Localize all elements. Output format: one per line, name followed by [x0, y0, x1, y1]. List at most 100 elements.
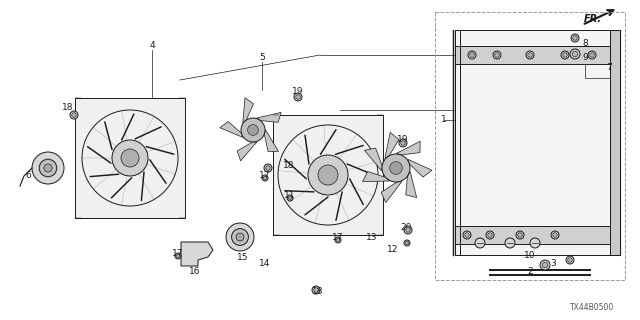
Circle shape: [505, 238, 515, 248]
Text: 9: 9: [582, 53, 588, 62]
Polygon shape: [381, 181, 402, 203]
Text: 18: 18: [284, 161, 295, 170]
Text: 1: 1: [441, 116, 447, 124]
Text: 18: 18: [312, 286, 324, 295]
Text: 14: 14: [259, 259, 271, 268]
Text: 18: 18: [62, 103, 74, 113]
Circle shape: [39, 159, 57, 177]
Circle shape: [570, 49, 580, 59]
Circle shape: [312, 286, 320, 294]
Text: 15: 15: [237, 253, 249, 262]
Text: 17: 17: [259, 171, 271, 180]
Polygon shape: [610, 30, 620, 255]
Circle shape: [470, 53, 474, 57]
Text: 8: 8: [582, 38, 588, 47]
Circle shape: [382, 154, 410, 182]
Circle shape: [296, 95, 300, 99]
Circle shape: [70, 111, 78, 119]
Circle shape: [486, 231, 494, 239]
Circle shape: [248, 124, 259, 135]
Circle shape: [405, 241, 409, 245]
Circle shape: [175, 253, 181, 259]
Text: 16: 16: [189, 268, 201, 276]
Polygon shape: [273, 115, 383, 235]
Polygon shape: [75, 98, 185, 218]
Text: 19: 19: [397, 135, 409, 145]
Circle shape: [572, 51, 578, 57]
Circle shape: [406, 228, 410, 232]
Circle shape: [588, 51, 596, 59]
Text: 2: 2: [527, 268, 533, 276]
Circle shape: [516, 231, 524, 239]
Polygon shape: [237, 142, 257, 161]
Circle shape: [32, 152, 64, 184]
Polygon shape: [385, 132, 399, 158]
Text: 4: 4: [149, 41, 155, 50]
Circle shape: [566, 256, 574, 264]
Text: 12: 12: [387, 245, 399, 254]
Circle shape: [44, 164, 52, 172]
Polygon shape: [408, 159, 432, 177]
Polygon shape: [455, 46, 610, 64]
Circle shape: [177, 254, 180, 258]
Circle shape: [264, 164, 272, 172]
Circle shape: [542, 262, 548, 268]
Circle shape: [553, 233, 557, 237]
Circle shape: [465, 233, 469, 237]
Polygon shape: [220, 122, 243, 137]
Polygon shape: [363, 172, 389, 182]
Circle shape: [571, 34, 579, 42]
Text: FR.: FR.: [584, 14, 602, 24]
Circle shape: [463, 231, 471, 239]
Circle shape: [236, 233, 244, 241]
Polygon shape: [257, 112, 281, 122]
Polygon shape: [264, 130, 278, 151]
Circle shape: [266, 166, 270, 170]
Text: 13: 13: [366, 233, 378, 242]
Circle shape: [289, 196, 292, 200]
Circle shape: [112, 140, 148, 176]
Circle shape: [232, 228, 248, 245]
Circle shape: [540, 260, 550, 270]
Circle shape: [335, 237, 341, 243]
Circle shape: [563, 53, 567, 57]
Text: 5: 5: [259, 52, 265, 61]
Circle shape: [495, 53, 499, 57]
Circle shape: [390, 162, 403, 174]
Circle shape: [121, 149, 139, 167]
Text: 20: 20: [400, 223, 412, 233]
Circle shape: [404, 240, 410, 246]
Circle shape: [488, 233, 492, 237]
Circle shape: [262, 175, 268, 181]
Circle shape: [551, 231, 559, 239]
Circle shape: [561, 51, 569, 59]
Circle shape: [468, 51, 476, 59]
Circle shape: [318, 165, 338, 185]
Text: 10: 10: [524, 251, 536, 260]
Circle shape: [404, 226, 412, 234]
Circle shape: [568, 258, 572, 262]
Polygon shape: [365, 148, 382, 171]
Polygon shape: [406, 172, 417, 197]
Text: TX44B0500: TX44B0500: [570, 303, 614, 313]
Text: 7: 7: [606, 63, 612, 73]
Circle shape: [287, 195, 293, 201]
Circle shape: [241, 118, 265, 142]
Circle shape: [226, 223, 254, 251]
Circle shape: [399, 139, 407, 147]
Polygon shape: [243, 98, 253, 123]
Circle shape: [401, 141, 405, 145]
Circle shape: [337, 238, 340, 242]
Polygon shape: [455, 30, 610, 255]
Text: 11: 11: [284, 190, 296, 199]
Text: 6: 6: [25, 171, 31, 180]
Text: 3: 3: [550, 260, 556, 268]
Text: 17: 17: [332, 233, 344, 242]
Polygon shape: [181, 242, 213, 266]
Circle shape: [294, 93, 302, 101]
Circle shape: [263, 176, 267, 180]
Circle shape: [518, 233, 522, 237]
Text: 19: 19: [292, 87, 304, 97]
Polygon shape: [397, 141, 420, 155]
Circle shape: [590, 53, 594, 57]
